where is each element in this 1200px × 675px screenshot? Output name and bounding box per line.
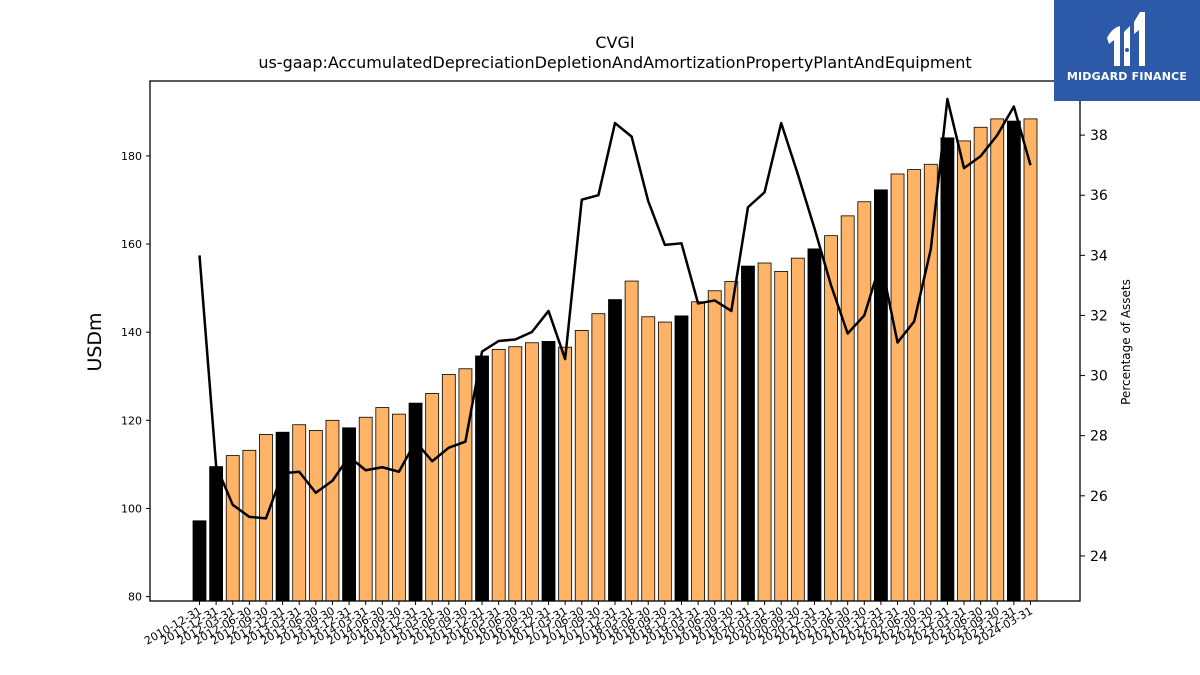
bar <box>824 235 838 602</box>
bar <box>990 118 1005 602</box>
bar <box>840 215 855 602</box>
bar <box>741 265 755 602</box>
bar <box>192 520 207 602</box>
bar <box>1023 118 1038 602</box>
y-tick-label: 120 <box>121 414 142 427</box>
bar <box>508 346 523 602</box>
y2-tick-label: 36 <box>1090 188 1108 204</box>
bar <box>724 281 739 602</box>
bar <box>591 313 606 602</box>
bar <box>957 140 971 602</box>
chart-title: CVGI <box>595 33 634 52</box>
y-tick-label: 100 <box>121 502 142 515</box>
bar <box>292 424 307 602</box>
bar <box>890 173 905 602</box>
bar <box>907 169 922 602</box>
bar <box>308 430 323 602</box>
bar <box>757 262 772 602</box>
bar-series <box>192 118 1038 602</box>
y-tick-label: 160 <box>121 238 142 251</box>
bar <box>441 374 456 602</box>
y2-tick-label: 38 <box>1090 128 1108 144</box>
bar <box>691 301 705 602</box>
bar <box>375 407 390 602</box>
bar <box>857 201 872 602</box>
bar <box>1006 120 1021 602</box>
y2-tick-labels: 24 26 28 30 32 34 36 38 <box>1080 128 1108 565</box>
y2-axis-label: Percentage of Assets <box>1119 279 1133 405</box>
bar <box>358 416 373 602</box>
bar <box>940 137 955 602</box>
bar <box>973 126 988 602</box>
y2-tick-label: 28 <box>1090 429 1108 445</box>
logo: MIDGARD FINANCE <box>1054 0 1200 101</box>
y-tick-label: 140 <box>121 326 142 339</box>
bar <box>275 431 290 602</box>
y2-tick-label: 30 <box>1090 369 1108 385</box>
y-tick-labels: 80 100 120 140 160 180 <box>121 150 150 604</box>
logo-mark-icon <box>1107 12 1145 66</box>
bar <box>209 466 224 602</box>
percentage-line <box>198 97 1032 520</box>
y2-tick-label: 34 <box>1090 248 1108 264</box>
logo-text: MIDGARD FINANCE <box>1066 70 1188 83</box>
bar <box>558 346 573 602</box>
y2-tick-label: 32 <box>1090 308 1108 324</box>
bar <box>874 189 888 602</box>
bar <box>674 315 689 602</box>
bar <box>641 316 656 602</box>
y2-tick-label: 24 <box>1090 549 1108 565</box>
bar <box>923 163 938 602</box>
bar <box>242 449 257 602</box>
bar <box>425 393 440 602</box>
bar <box>774 270 789 602</box>
line-series <box>198 97 1032 520</box>
bar <box>325 419 340 602</box>
bar <box>608 299 622 602</box>
bar <box>225 455 240 602</box>
bar <box>657 321 672 602</box>
bar <box>342 427 356 602</box>
bar <box>624 280 639 602</box>
bar <box>491 348 506 602</box>
bar <box>707 290 722 602</box>
y-tick-label: 80 <box>128 591 142 604</box>
chart-subtitle: us-gaap:AccumulatedDepreciationDepletion… <box>258 53 971 72</box>
bar <box>807 248 822 602</box>
bar <box>525 342 539 602</box>
bar <box>790 257 805 602</box>
y-tick-label: 180 <box>121 150 142 163</box>
y2-tick-label: 26 <box>1090 489 1108 505</box>
x-tick-labels: 2010-12-312011-12-312012-03-312012-06-30… <box>142 601 1035 648</box>
bar <box>392 413 406 602</box>
bar <box>574 330 589 602</box>
bar <box>475 355 489 602</box>
bar <box>541 341 556 602</box>
y-axis-label: USDm <box>84 312 106 371</box>
bar <box>458 368 473 602</box>
bar <box>408 402 423 602</box>
